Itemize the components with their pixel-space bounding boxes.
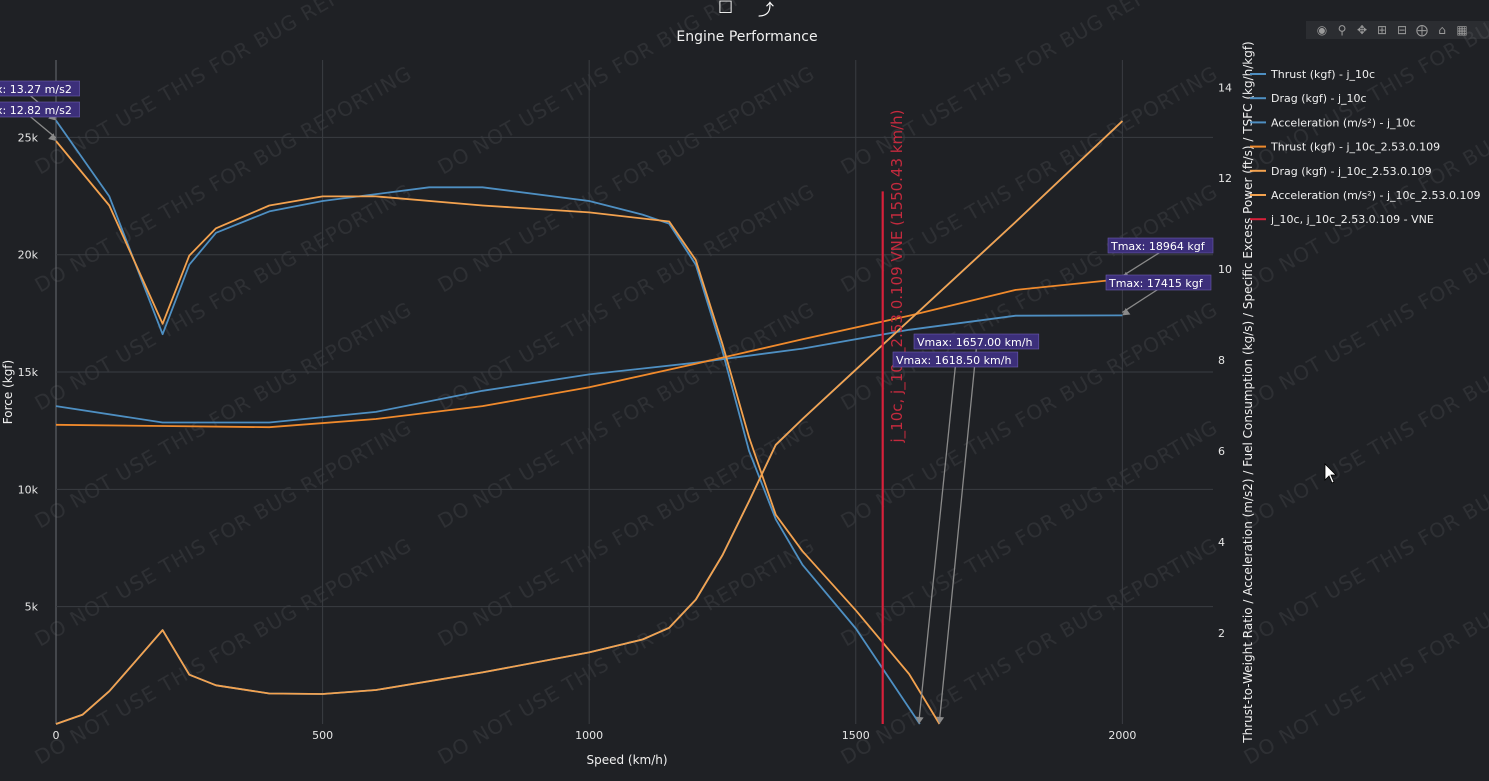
y-tick-label: 25k	[18, 131, 39, 144]
legend-label: Drag (kgf) - j_10c_2.53.0.109	[1271, 165, 1432, 178]
watermark-text: DO NOT USE THIS FOR BUG REPORTING	[837, 533, 1223, 769]
y-axis-title: Force (kgf)	[1, 360, 15, 424]
annotation-arrowhead	[936, 716, 945, 725]
autoscale-icon[interactable]: ⨁	[1416, 23, 1428, 37]
annotation-box	[0, 80, 80, 97]
series-line-drag-kgf-j-10c-2-53-0-109	[55, 120, 1124, 725]
annotation-arrowhead	[48, 133, 56, 141]
y-tick-label: 5k	[25, 601, 39, 614]
watermark-text: DO NOT USE THIS FOR BUG REPORTING	[434, 297, 820, 533]
chart-title: Engine Performance	[676, 29, 817, 45]
legend-item[interactable]: Acceleration (m/s²) - j_10c_2.53.0.109	[1250, 189, 1481, 202]
watermark-text: DO NOT USE THIS FOR BUG REPORTING	[31, 297, 417, 533]
camera-icon[interactable]: ◉	[1316, 23, 1328, 37]
watermark-text: DO NOT USE THIS FOR BUG REPORTING	[434, 533, 820, 769]
home-icon[interactable]: ⌂	[1438, 23, 1446, 37]
watermark-text: DO NOT USE THIS FOR BUG REPORTING	[837, 415, 1223, 651]
legend-item[interactable]: Acceleration (m/s²) - j_10c	[1250, 116, 1416, 129]
x-tick-label: 1500	[842, 729, 870, 742]
annotation-box	[913, 333, 1040, 350]
annotation-arrowhead	[915, 716, 924, 724]
pan-icon[interactable]: ✥	[1356, 23, 1368, 37]
legend-label: Drag (kgf) - j_10c	[1271, 92, 1367, 105]
legend-label: j_10c, j_10c_2.53.0.109 - VNE	[1270, 213, 1434, 226]
y2-tick-label: 4	[1218, 536, 1225, 549]
legend-item[interactable]: Thrust (kgf) - j_10c	[1250, 68, 1375, 81]
y2-tick-label: 10	[1218, 263, 1232, 276]
y-tick-label: 20k	[18, 249, 39, 262]
watermark-text: DO NOT USE THIS FOR BUG REPORTING	[31, 179, 417, 415]
fullscreen-icon[interactable]: □	[718, 0, 734, 15]
annotation-arrow	[918, 365, 957, 722]
y2-tick-label: 2	[1218, 627, 1225, 640]
y2-tick-label: 6	[1218, 445, 1225, 458]
legend-label: Acceleration (m/s²) - j_10c	[1271, 116, 1416, 129]
annotation-text: Amax: 13.27 m/s2	[0, 83, 72, 96]
legend-item[interactable]: Drag (kgf) - j_10c	[1250, 92, 1367, 105]
y2-tick-label: 8	[1218, 354, 1225, 367]
x-tick-label: 0	[53, 729, 60, 742]
watermark-text: DO NOT USE THIS FOR BUG REPORTING	[31, 415, 417, 651]
series-line-acceleration-m-s-j-10c-2-53-0-109	[55, 140, 941, 725]
share-icon[interactable]: ⤴	[758, 0, 775, 19]
modebar: ◉ ⚲ ✥ ⊞ ⊟ ⨁ ⌂ ▦	[1306, 21, 1489, 39]
y-tick-label: 15k	[18, 366, 39, 379]
vne-label: j_10c, j_10c_2.53.0.109 VNE (1550.43 km/…	[888, 109, 907, 443]
annotation-arrow	[29, 115, 57, 139]
annotation-text: Vmax: 1618.50 km/h	[896, 354, 1011, 367]
legend-item[interactable]: Drag (kgf) - j_10c_2.53.0.109	[1250, 165, 1432, 178]
legend-item[interactable]: Thrust (kgf) - j_10c_2.53.0.109	[1250, 141, 1440, 154]
gridlines	[55, 60, 1213, 724]
zoom-out-icon[interactable]: ⊟	[1396, 23, 1408, 37]
legend-label: Acceleration (m/s²) - j_10c_2.53.0.109	[1271, 189, 1481, 202]
y2-axis-title: Thrust-to-Weight Ratio / Acceleration (m…	[1241, 41, 1255, 743]
mouse-cursor-icon	[1324, 463, 1337, 484]
y2-tick-label: 14	[1218, 81, 1232, 94]
annotation-text: Amax: 12.82 m/s2	[0, 104, 72, 117]
tick-labels: 0 500 1000 1500 2000 5k 10k 15k 20k 25k 2 4 6 8 10 12 14	[18, 81, 1232, 742]
series-line-thrust-kgf-j-10c-2-53-0-109	[55, 278, 1123, 429]
legend-label: Thrust (kgf) - j_10c_2.53.0.109	[1270, 141, 1440, 154]
watermark-text: DO NOT USE THIS FOR BUG REPORTING	[434, 415, 820, 651]
annotation-box	[1105, 274, 1212, 291]
annotation-arrow	[938, 347, 978, 722]
series-lines	[55, 119, 1124, 725]
watermark-text: DO NOT USE THIS FOR BUG REPORTING	[31, 533, 417, 769]
legend-label: Thrust (kgf) - j_10c	[1270, 68, 1375, 81]
watermark-text: DO NOT USE THIS FOR BUG REPORTING	[434, 61, 820, 297]
annotation-text: Tmax: 17415 kgf	[1108, 277, 1204, 290]
annotation-box	[1107, 237, 1214, 254]
y2-tick-label: 12	[1218, 172, 1232, 185]
zoom-in-icon[interactable]: ⊞	[1376, 23, 1388, 37]
legend[interactable]: Thrust (kgf) - j_10c Drag (kgf) - j_10c Ac…	[1250, 68, 1481, 226]
watermarks: DO NOT USE THIS FOR BUG REPORTING DO NOT …	[31, 0, 1489, 769]
annotation-box	[0, 101, 80, 118]
annotation-arrow	[1122, 251, 1161, 277]
plotly-logo-icon[interactable]: ▦	[1456, 23, 1468, 37]
annotation-text: Vmax: 1657.00 km/h	[917, 336, 1032, 349]
x-tick-label: 2000	[1108, 729, 1136, 742]
annotation-text: Tmax: 18964 kgf	[1110, 240, 1206, 253]
y-tick-label: 10k	[18, 483, 39, 496]
series-line-thrust-kgf-j-10c	[55, 314, 1123, 424]
series-line-acceleration-m-s-j-10c	[55, 119, 921, 725]
legend-item[interactable]: j_10c, j_10c_2.53.0.109 - VNE	[1250, 213, 1434, 226]
x-tick-label: 500	[312, 729, 333, 742]
annotations: Amax: 13.27 m/s2 Amax: 12.82 m/s2 Tmax: 18…	[0, 80, 1214, 725]
x-axis-title: Speed (km/h)	[586, 753, 667, 767]
annotation-arrowhead	[1122, 308, 1131, 316]
zoom-icon[interactable]: ⚲	[1337, 23, 1347, 37]
annotation-arrow	[1122, 288, 1159, 313]
annotation-box	[892, 351, 1019, 368]
x-tick-label: 1000	[575, 729, 603, 742]
